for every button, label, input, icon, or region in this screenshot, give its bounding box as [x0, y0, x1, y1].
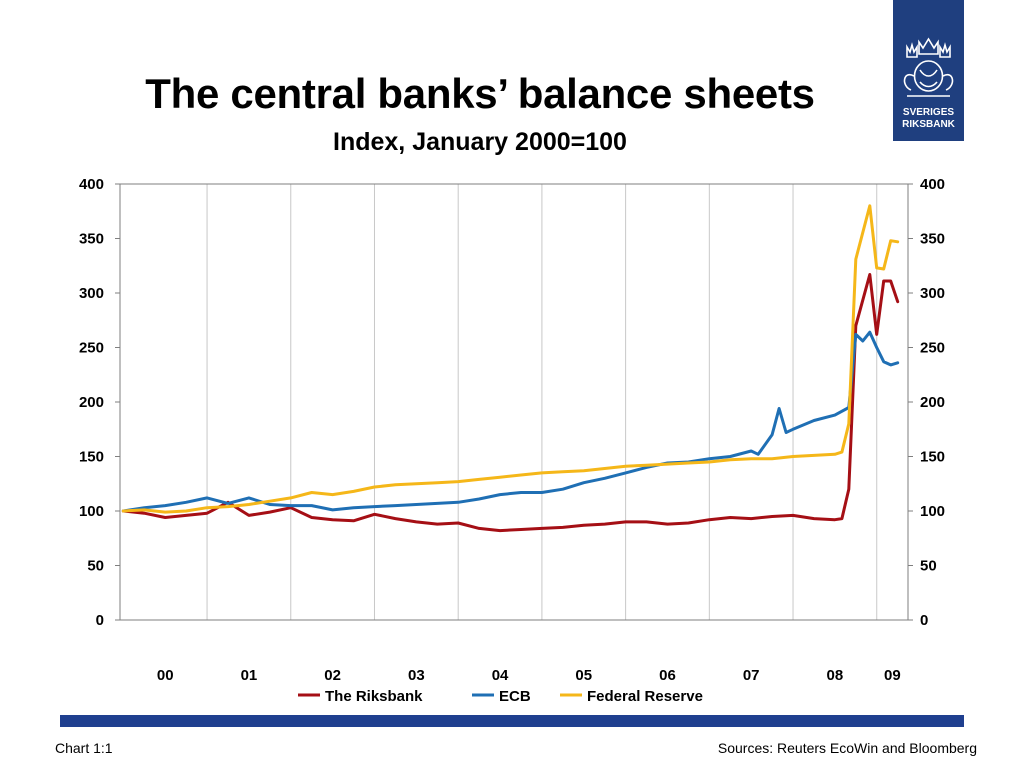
y-axis-left: 0 50 100 150 200 250 300 350 400	[79, 176, 120, 629]
y-tick-label-left: 100	[79, 503, 104, 520]
series-line-ecb	[121, 330, 900, 513]
logo-text: SVERIGES RIKSBANK	[902, 107, 955, 130]
chart-legend: The Riksbank ECB Federal Reserve	[298, 688, 703, 705]
y-tick-label-left: 50	[87, 558, 104, 575]
legend-label: Federal Reserve	[587, 688, 703, 705]
x-tick-label: 08	[827, 667, 844, 684]
y-tick-label-left: 150	[79, 449, 104, 466]
series-lines	[121, 204, 900, 533]
plot-area-frame	[119, 183, 909, 621]
x-tick-label: 02	[324, 667, 341, 684]
chart-number: Chart 1:1	[55, 740, 113, 756]
legend-label: The Riksbank	[325, 688, 423, 705]
y-tick-label-left: 0	[96, 612, 104, 629]
x-tick-label: 05	[575, 667, 592, 684]
page-subtitle: Index, January 2000=100	[333, 128, 627, 156]
page-title: The central banks’ balance sheets	[145, 70, 815, 117]
chart-grid	[206, 184, 878, 620]
x-axis: 00 01 02 03 04 05 06 07 08 09	[157, 667, 901, 684]
x-tick-label: 01	[241, 667, 258, 684]
legend-label: ECB	[499, 688, 531, 705]
y-tick-label-right: 150	[920, 449, 945, 466]
series-line-the-riksbank	[121, 273, 900, 533]
y-tick-label-right: 400	[920, 176, 945, 193]
crown-crest-icon	[903, 37, 954, 97]
footer-divider-bar	[60, 715, 964, 727]
riksbank-logo: SVERIGES RIKSBANK	[893, 0, 964, 141]
x-tick-label: 04	[492, 667, 509, 684]
x-tick-label: 07	[743, 667, 760, 684]
x-tick-label: 03	[408, 667, 425, 684]
y-tick-label-left: 400	[79, 176, 104, 193]
y-tick-label-right: 50	[920, 558, 937, 575]
y-tick-label-right: 250	[920, 340, 945, 357]
y-tick-label-right: 350	[920, 231, 945, 248]
x-tick-label: 09	[884, 667, 901, 684]
y-tick-label-right: 100	[920, 503, 945, 520]
y-tick-label-right: 200	[920, 394, 945, 411]
y-tick-label-right: 0	[920, 612, 928, 629]
series-line-federal-reserve	[121, 204, 900, 514]
y-tick-label-left: 350	[79, 231, 104, 248]
x-tick-label: 00	[157, 667, 174, 684]
y-tick-label-left: 200	[79, 394, 104, 411]
y-axis-right: 0 50 100 150 200 250 300 350 400	[908, 176, 945, 629]
y-tick-label-right: 300	[920, 285, 945, 302]
y-tick-label-left: 300	[79, 285, 104, 302]
x-tick-label: 06	[659, 667, 676, 684]
sources-note: Sources: Reuters EcoWin and Bloomberg	[717, 740, 977, 756]
y-tick-label-left: 250	[79, 340, 104, 357]
